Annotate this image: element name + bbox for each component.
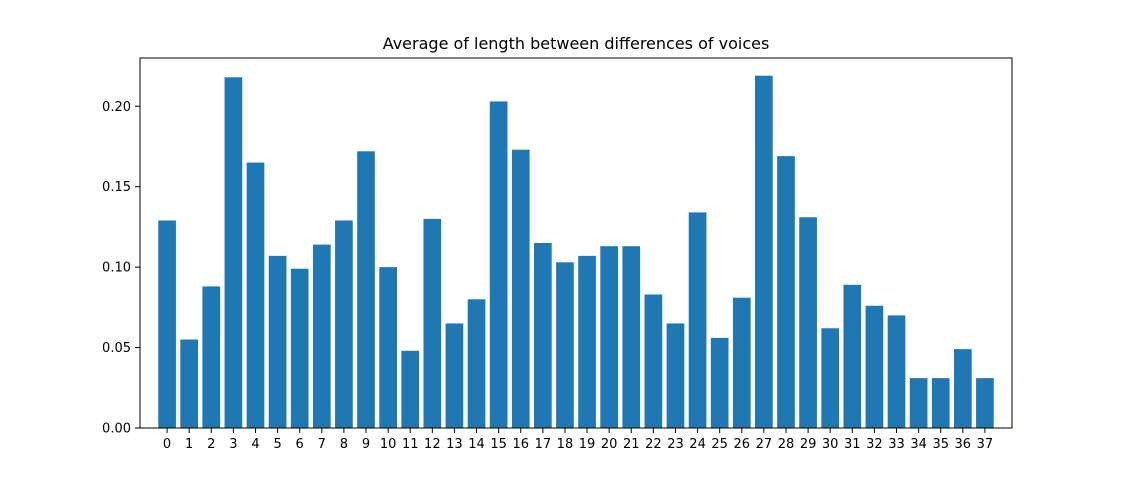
bar-36 xyxy=(953,349,972,428)
bar-18 xyxy=(556,262,574,428)
x-tick-label-9: 9 xyxy=(362,437,370,452)
x-tick-label-25: 25 xyxy=(711,437,728,452)
x-tick-label-4: 4 xyxy=(251,437,259,452)
bar-21 xyxy=(622,246,641,428)
x-tick-label-32: 32 xyxy=(866,437,883,452)
x-tick-label-6: 6 xyxy=(296,437,304,452)
x-tick-label-35: 35 xyxy=(932,437,949,452)
bar-22 xyxy=(644,294,663,428)
x-tick-label-27: 27 xyxy=(756,437,773,452)
bar-30 xyxy=(821,328,840,428)
bar-23 xyxy=(666,323,685,428)
x-tick-label-18: 18 xyxy=(557,437,574,452)
x-tick-label-2: 2 xyxy=(207,437,215,452)
bar-17 xyxy=(534,243,552,428)
y-tick-label-0.10: 0.10 xyxy=(102,261,131,276)
bar-0 xyxy=(158,220,176,428)
y-axis: 0.00 0.05 0.10 0.15 0.20 xyxy=(102,100,140,437)
bar-15 xyxy=(489,101,508,429)
bar-6 xyxy=(290,268,309,428)
x-tick-label-16: 16 xyxy=(512,437,529,452)
x-tick-label-26: 26 xyxy=(734,437,751,452)
x-tick-label-28: 28 xyxy=(778,437,795,452)
x-tick-label-1: 1 xyxy=(185,437,193,452)
bar-26 xyxy=(732,297,751,428)
bar-5 xyxy=(268,255,287,428)
bar-13 xyxy=(445,323,464,428)
bar-20 xyxy=(600,246,618,428)
bar-10 xyxy=(379,267,397,428)
bar-27 xyxy=(755,75,773,428)
bar-34 xyxy=(909,378,928,428)
bar-33 xyxy=(887,315,906,428)
x-tick-label-29: 29 xyxy=(800,437,817,452)
bar-28 xyxy=(777,156,795,428)
bar-4 xyxy=(246,162,265,428)
x-tick-label-31: 31 xyxy=(844,437,861,452)
bar-25 xyxy=(710,337,729,428)
bar-31 xyxy=(843,284,862,428)
bar-12 xyxy=(423,218,442,428)
bars xyxy=(158,75,994,429)
bar-7 xyxy=(312,244,331,428)
x-tick-label-7: 7 xyxy=(318,437,326,452)
x-tick-label-37: 37 xyxy=(977,437,994,452)
bar-16 xyxy=(511,149,530,428)
y-tick-label-0.20: 0.20 xyxy=(102,100,131,115)
bar-2 xyxy=(202,286,221,428)
bar-8 xyxy=(335,220,353,428)
x-tick-label-5: 5 xyxy=(273,437,281,452)
x-axis: 0 1 2 3 4 5 6 7 8 9 10 11 12 13 14 15 16 17 18 19 20 21 22 23 24… xyxy=(163,428,993,452)
x-tick-label-10: 10 xyxy=(380,437,397,452)
x-tick-label-15: 15 xyxy=(490,437,507,452)
x-tick-label-23: 23 xyxy=(667,437,684,452)
bar-19 xyxy=(578,255,596,428)
x-tick-label-13: 13 xyxy=(446,437,463,452)
bar-11 xyxy=(401,350,420,428)
bar-9 xyxy=(357,151,375,429)
bar-24 xyxy=(688,212,707,428)
x-tick-label-0: 0 xyxy=(163,437,171,452)
x-tick-label-24: 24 xyxy=(689,437,706,452)
bar-3 xyxy=(224,77,243,429)
y-tick-label-0.05: 0.05 xyxy=(102,341,131,356)
y-tick-label-0.15: 0.15 xyxy=(102,180,131,195)
x-tick-label-21: 21 xyxy=(623,437,640,452)
chart-title: Average of length between differences of… xyxy=(383,34,770,53)
bar-14 xyxy=(467,299,486,428)
x-tick-label-8: 8 xyxy=(340,437,348,452)
x-tick-label-14: 14 xyxy=(468,437,485,452)
x-tick-label-11: 11 xyxy=(402,437,419,452)
x-tick-label-33: 33 xyxy=(888,437,905,452)
bar-35 xyxy=(931,378,950,428)
bar-29 xyxy=(799,217,817,428)
plot-frame xyxy=(139,57,1013,429)
x-tick-label-12: 12 xyxy=(424,437,441,452)
y-tick-label-0.00: 0.00 xyxy=(102,422,131,437)
x-tick-label-22: 22 xyxy=(645,437,662,452)
x-tick-label-34: 34 xyxy=(910,437,927,452)
bar-37 xyxy=(976,378,994,428)
bar-1 xyxy=(180,339,199,428)
bar-32 xyxy=(865,305,884,428)
x-tick-label-36: 36 xyxy=(955,437,972,452)
x-tick-label-30: 30 xyxy=(822,437,839,452)
x-tick-label-3: 3 xyxy=(229,437,237,452)
x-tick-label-20: 20 xyxy=(601,437,618,452)
x-tick-label-17: 17 xyxy=(535,437,552,452)
x-tick-label-19: 19 xyxy=(579,437,596,452)
